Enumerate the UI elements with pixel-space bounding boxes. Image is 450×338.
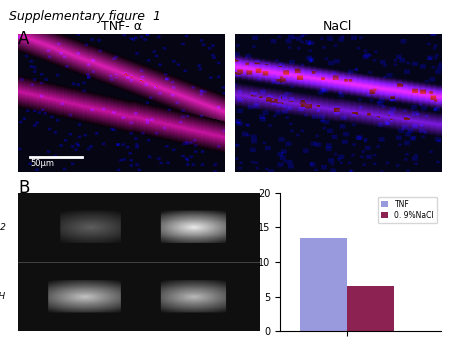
Text: TNF-α R2: TNF-α R2 [0, 223, 6, 232]
Title: TNF- α: TNF- α [101, 20, 142, 33]
Title: NaCl: NaCl [323, 20, 352, 33]
Text: A: A [18, 30, 29, 48]
Legend: TNF, 0. 9%NaCl: TNF, 0. 9%NaCl [378, 197, 437, 223]
Text: GAPDH: GAPDH [0, 292, 6, 301]
Text: 50μm: 50μm [30, 159, 54, 168]
Text: B: B [18, 179, 29, 197]
Bar [347, 286, 394, 331]
Bar [300, 238, 347, 331]
Text: Supplementary figure  1: Supplementary figure 1 [9, 10, 161, 23]
